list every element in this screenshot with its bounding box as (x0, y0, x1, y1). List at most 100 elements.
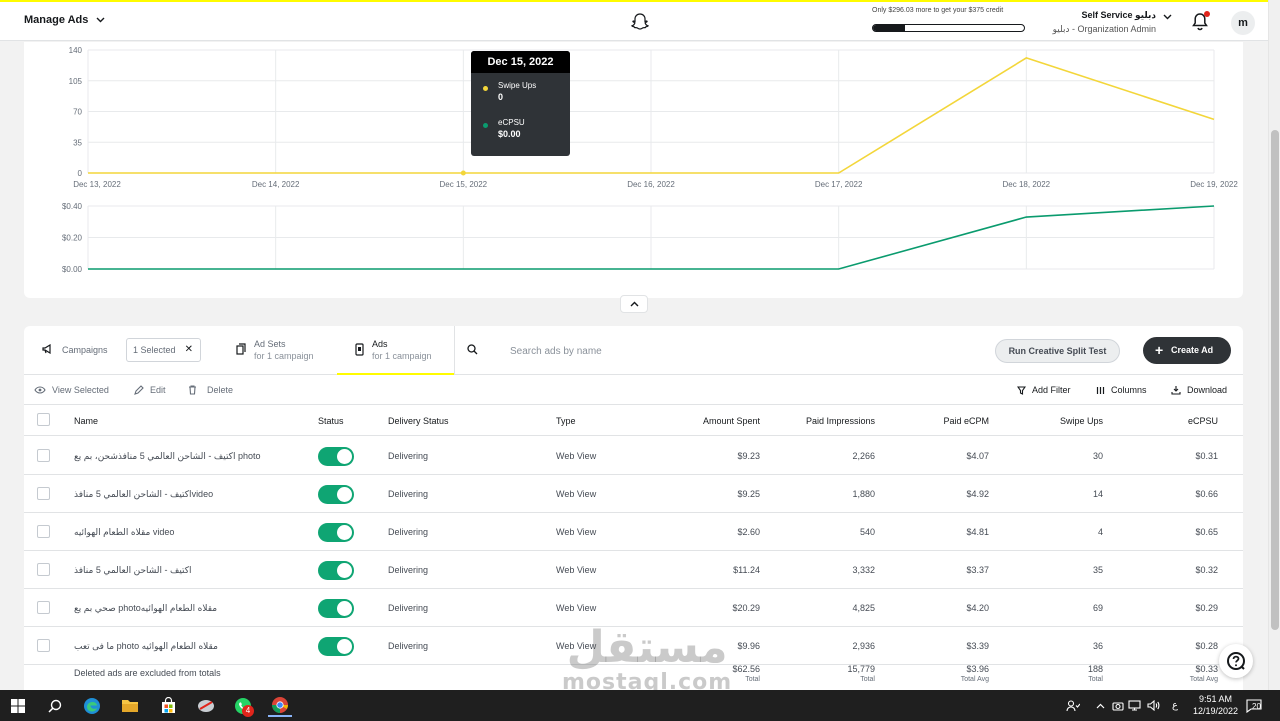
create-ad-button[interactable]: + Create Ad (1143, 337, 1231, 364)
pencil-icon (134, 385, 144, 395)
close-icon[interactable]: ✕ (184, 344, 193, 355)
y-tick-label: $0.40 (62, 202, 83, 211)
column-header-type[interactable]: Type (556, 416, 576, 426)
column-header-delivery-status[interactable]: Delivery Status (388, 416, 449, 426)
column-header-name[interactable]: Name (74, 416, 99, 426)
people-icon[interactable] (1066, 690, 1080, 721)
tab-label: Campaigns (62, 345, 108, 355)
network-icon[interactable] (1128, 690, 1141, 721)
table-row[interactable]: اكتيف - الشاحن العالمي 5 منافذشحن، بم يع… (24, 437, 1243, 475)
select-all-checkbox[interactable] (37, 413, 50, 426)
scrollbar-thumb[interactable] (1271, 130, 1279, 630)
ad-name[interactable]: اكتيف - الشاحن العالمي 5 منافذvideo (74, 489, 214, 499)
paid-impressions: 4,825 (852, 603, 875, 613)
status-toggle[interactable] (318, 523, 354, 542)
delivery-status: Delivering (388, 489, 429, 499)
action-label: Edit (150, 385, 166, 395)
windows-start-icon[interactable] (6, 694, 30, 717)
column-header-swipe-ups[interactable]: Swipe Ups (1059, 416, 1103, 426)
ad-name[interactable]: اكتيف - الشاحن العالمي 5 منافذ (74, 565, 192, 575)
y-tick-label: 70 (73, 108, 82, 117)
download-button[interactable]: Download (1171, 385, 1227, 395)
collapse-chart-button[interactable] (620, 295, 648, 313)
column-header-ecpsu[interactable]: eCPSU (1187, 416, 1218, 426)
search-icon[interactable] (43, 694, 67, 717)
selected-filter-chip[interactable]: 1 Selected ✕ (126, 338, 201, 362)
ad-name[interactable]: اكتيف - الشاحن العالمي 5 منافذشحن، بم يع… (74, 451, 261, 461)
table-row[interactable]: ما فى تعب photo مقلاه الطعام الهوائيه Del… (24, 627, 1243, 665)
status-toggle[interactable] (318, 599, 354, 618)
ad-name[interactable]: ما فى تعب photo مقلاه الطعام الهوائيه (74, 641, 218, 651)
action-label: Columns (1111, 385, 1147, 395)
columns-button[interactable]: Columns (1096, 385, 1147, 395)
tab-ad-sets[interactable]: Ad Sets for 1 campaign (236, 326, 336, 375)
chevron-up-icon[interactable] (1096, 690, 1105, 721)
paid-ecpm: $3.39 (966, 641, 989, 651)
tab-ads[interactable]: Ads for 1 campaign (337, 326, 455, 375)
row-checkbox[interactable] (37, 525, 50, 538)
ad-name[interactable]: مقلاه الطعام الهوائيه video (74, 527, 175, 537)
status-toggle[interactable] (318, 447, 354, 466)
column-header-paid-impressions[interactable]: Paid Impressions (805, 416, 875, 426)
snapchat-ghost-icon[interactable] (630, 12, 650, 32)
download-icon (1171, 386, 1181, 395)
view-selected-button[interactable]: View Selected (34, 385, 109, 395)
run-split-test-button[interactable]: Run Creative Split Test (995, 339, 1120, 363)
tab-sublabel: for 1 campaign (254, 351, 314, 361)
delete-button[interactable]: Delete (188, 385, 233, 395)
swipe-ups: 36 (1092, 641, 1103, 651)
columns-icon (1096, 386, 1105, 394)
table-row[interactable]: مقلاه الطعام الهوائيه video Delivering Web… (24, 513, 1243, 551)
status-toggle[interactable] (318, 485, 354, 504)
row-checkbox[interactable] (37, 639, 50, 652)
budget-progress-bar (872, 24, 1025, 32)
help-button[interactable] (1219, 644, 1253, 678)
search-input[interactable] (510, 340, 760, 362)
ad-name[interactable]: صحي بم يع photoمقلاه الطعام الهوائيه (74, 603, 218, 613)
trash-icon (189, 385, 196, 395)
table-header: Name Status Delivery Status Type Amount … (24, 406, 1243, 436)
table-row[interactable]: اكتيف - الشاحن العالمي 5 منافذvideo Deliv… (24, 475, 1243, 513)
manage-ads-menu[interactable]: Manage Ads (24, 14, 105, 26)
notification-bell-icon[interactable] (1191, 12, 1209, 31)
row-checkbox[interactable] (37, 487, 50, 500)
row-checkbox[interactable] (37, 601, 50, 614)
page-scrollbar[interactable] (1268, 0, 1280, 690)
windows-taskbar: 4 ع 9:51 AM 12/19/2022 20 (0, 690, 1280, 721)
status-toggle[interactable] (318, 561, 354, 580)
notification-count: 20 (1252, 702, 1261, 711)
volume-icon[interactable] (1147, 690, 1160, 721)
add-filter-button[interactable]: Add Filter (1017, 385, 1071, 395)
chrome-browser-icon[interactable] (268, 694, 292, 717)
chat-bubble-icon (1246, 698, 1262, 713)
notification-center-button[interactable]: 20 (1246, 690, 1262, 721)
column-header-paid-ecpm[interactable]: Paid eCPM (943, 416, 989, 426)
eye-icon (34, 386, 46, 394)
column-header-status[interactable]: Status (318, 416, 344, 426)
edit-button[interactable]: Edit (134, 385, 166, 395)
camera-icon[interactable] (1112, 690, 1124, 721)
microsoft-store-icon[interactable] (156, 694, 180, 717)
budget-credit-text: Only $296.03 more to get your $375 credi… (872, 7, 1004, 14)
action-label: Delete (207, 385, 234, 395)
table-row[interactable]: صحي بم يع photoمقلاه الطعام الهوائيه Deli… (24, 589, 1243, 627)
column-header-amount-spent[interactable]: Amount Spent (702, 416, 760, 426)
app-icon[interactable] (194, 694, 218, 717)
edge-browser-icon[interactable] (80, 694, 104, 717)
chevron-down-icon[interactable] (1163, 14, 1172, 20)
y-tick-label: 140 (69, 46, 83, 55)
row-checkbox[interactable] (37, 449, 50, 462)
table-row[interactable]: اكتيف - الشاحن العالمي 5 منافذ Delivering… (24, 551, 1243, 589)
plus-icon: + (1155, 342, 1164, 358)
tab-campaigns[interactable]: Campaigns (42, 326, 120, 375)
filter-icon (1017, 385, 1026, 395)
avatar[interactable]: m (1231, 11, 1255, 35)
account-switcher[interactable]: Self Service دبليو دبليو - Organization … (1053, 10, 1156, 35)
file-explorer-icon[interactable] (118, 694, 142, 717)
input-language[interactable]: ع (1172, 700, 1178, 711)
row-checkbox[interactable] (37, 563, 50, 576)
status-toggle[interactable] (318, 637, 354, 656)
total-label: Total (1088, 676, 1103, 683)
system-clock[interactable]: 9:51 AM 12/19/2022 (1193, 693, 1238, 717)
ecpsu: $0.29 (1195, 603, 1218, 613)
